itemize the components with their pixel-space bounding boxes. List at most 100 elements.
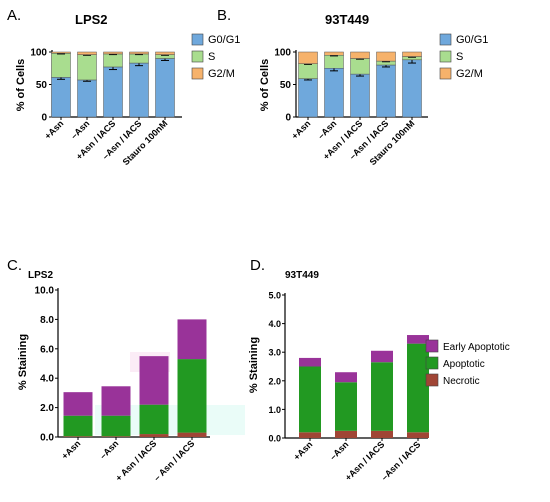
panel-a-legend-swatch	[191, 33, 204, 46]
panel-c-bar-early-apoptotic	[101, 386, 131, 416]
panel-d-legend-label: Early Apoptotic	[443, 342, 510, 353]
panel-c-y-tick-label: 2.0	[40, 403, 54, 414]
panel-a-bar-g2-m	[129, 51, 149, 55]
panel-d-bar-early-apoptotic	[335, 372, 357, 383]
panel-d-bar-necrotic	[335, 430, 357, 438]
panel-c-y-tick-label: 4.0	[40, 374, 54, 385]
panel-b-bar-s	[350, 58, 370, 75]
panel-a-legend-label: G0/G1	[208, 34, 240, 46]
panel-b-bar-g2-m	[324, 51, 344, 56]
panel-a-y-axis-label: % of Cells	[15, 59, 27, 112]
panel-a-bar-s	[129, 53, 149, 64]
panel-b-bar-g0-g1	[324, 68, 344, 118]
panel-b-bar-g0-g1	[402, 59, 422, 118]
panel-a-bar-g2-m	[51, 51, 71, 54]
panel-d-bar-necrotic	[371, 430, 393, 438]
panel-c-bar-apoptotic	[63, 415, 93, 437]
panel-a-y-tick-label: 100	[30, 48, 47, 59]
panel-c-y-tick-label: 0.0	[40, 433, 54, 444]
panel-a-legend-label: G2/M	[208, 68, 235, 80]
panel-c-bar-early-apoptotic	[63, 392, 93, 416]
panel-b-bar-g0-g1	[298, 78, 318, 118]
panel-b-letter: B.	[217, 7, 231, 24]
panel-a-bar-g2-m	[77, 51, 97, 55]
panel-b-bar-g0-g1	[350, 73, 370, 118]
panel-a-x-tick-label: –Asn	[69, 118, 92, 141]
panel-b-y-tick-label: 100	[274, 48, 291, 59]
panel-d-title: 93T449	[285, 270, 319, 281]
panel-d-x-tick-label: +Asn	[292, 439, 315, 462]
panel-d-bar-early-apoptotic	[299, 357, 321, 367]
panel-c-bar-necrotic	[63, 436, 93, 437]
panel-b-y-tick-label: 0	[285, 113, 291, 124]
panel-a-legend-swatch	[191, 50, 204, 63]
panel-a-y-tick-label: 0	[41, 113, 47, 124]
panel-a-title: LPS2	[75, 12, 108, 27]
panel-d-y-tick-label: 4.0	[268, 319, 281, 329]
panel-b-bar-g2-m	[350, 51, 370, 59]
panel-c-letter: C.	[7, 257, 22, 274]
panel-d-legend-swatch	[425, 373, 439, 387]
panel-d-bar-early-apoptotic	[407, 335, 429, 344]
panel-a-bar-g0-g1	[155, 58, 175, 118]
panel-d-y-tick-label: 0.0	[268, 434, 281, 444]
panel-c-bar-apoptotic	[139, 404, 169, 435]
panel-d-y-axis-label: % Staining	[248, 337, 260, 393]
panel-b-bar-g2-m	[402, 51, 422, 57]
panel-b-y-tick-label: 50	[280, 80, 292, 91]
panel-c-x-tick-label: +Asn	[60, 438, 83, 461]
panel-c-title: LPS2	[28, 270, 53, 281]
panel-c-x-tick-label: –Asn	[98, 438, 121, 461]
panel-d-letter: D.	[250, 257, 265, 274]
panel-c-bar-apoptotic	[101, 415, 131, 437]
panel-b-bar-g2-m	[298, 51, 318, 64]
panel-a-bar-g2-m	[103, 51, 123, 55]
panel-c-x-tick-label: – Asn / IACS	[152, 438, 197, 483]
panel-a-bar-g0-g1	[129, 62, 149, 118]
panel-c-bar-necrotic	[177, 432, 207, 437]
panel-a-bar-g2-m	[155, 51, 175, 55]
panel-b-legend-swatch	[439, 67, 452, 80]
panel-b-legend-label: S	[456, 51, 463, 63]
panel-a-bar-s	[77, 54, 97, 81]
panel-b-legend-swatch	[439, 50, 452, 63]
panel-d-bar-necrotic	[299, 432, 321, 438]
panel-d-bar-early-apoptotic	[371, 350, 393, 363]
panel-b-legend-label: G2/M	[456, 68, 483, 80]
panel-d-legend-swatch	[425, 339, 439, 353]
panel-d-legend-label: Apoptotic	[443, 359, 485, 370]
panel-d-y-tick-label: 5.0	[268, 291, 281, 301]
panel-c-y-axis-label: % Staining	[17, 334, 29, 390]
panel-b-bar-g2-m	[376, 51, 396, 62]
panel-c-bar-necrotic	[139, 434, 169, 437]
panel-b-x-tick-label: +Asn	[290, 118, 313, 141]
panel-d-y-tick-label: 1.0	[268, 405, 281, 415]
panel-b-bar-s	[324, 55, 344, 69]
panel-c-bar-necrotic	[101, 436, 131, 437]
panel-a-bar-g0-g1	[103, 66, 123, 118]
panel-a-legend-label: S	[208, 51, 215, 63]
panel-b-legend-label: G0/G1	[456, 34, 488, 46]
panel-d-y-tick-label: 2.0	[268, 376, 281, 386]
panel-a-letter: A.	[7, 7, 21, 24]
panel-a-bar-g0-g1	[77, 79, 97, 118]
panel-b-bar-g0-g1	[376, 64, 396, 118]
panel-d-legend-label: Necrotic	[443, 376, 480, 387]
panel-a-bar-s	[51, 53, 71, 78]
panel-b-y-axis-label: % of Cells	[259, 59, 271, 112]
panel-d-bar-necrotic	[407, 432, 429, 438]
panel-a-bar-g0-g1	[51, 77, 71, 118]
panel-d-bar-apoptotic	[371, 362, 393, 431]
panel-c-y-tick-label: 6.0	[40, 344, 54, 355]
panel-b-x-tick-label: –Asn	[316, 118, 339, 141]
panel-a-legend-swatch	[191, 67, 204, 80]
panel-c-bar-early-apoptotic	[139, 356, 169, 405]
panel-a-y-tick-label: 50	[36, 80, 48, 91]
panel-c-y-tick-label: 10.0	[35, 286, 55, 297]
panel-d-y-tick-label: 3.0	[268, 348, 281, 358]
panel-c-bar-apoptotic	[177, 359, 207, 433]
panel-a-bar-s	[103, 53, 123, 68]
panel-b-bar-s	[298, 63, 318, 79]
panel-d-legend-swatch	[425, 356, 439, 370]
